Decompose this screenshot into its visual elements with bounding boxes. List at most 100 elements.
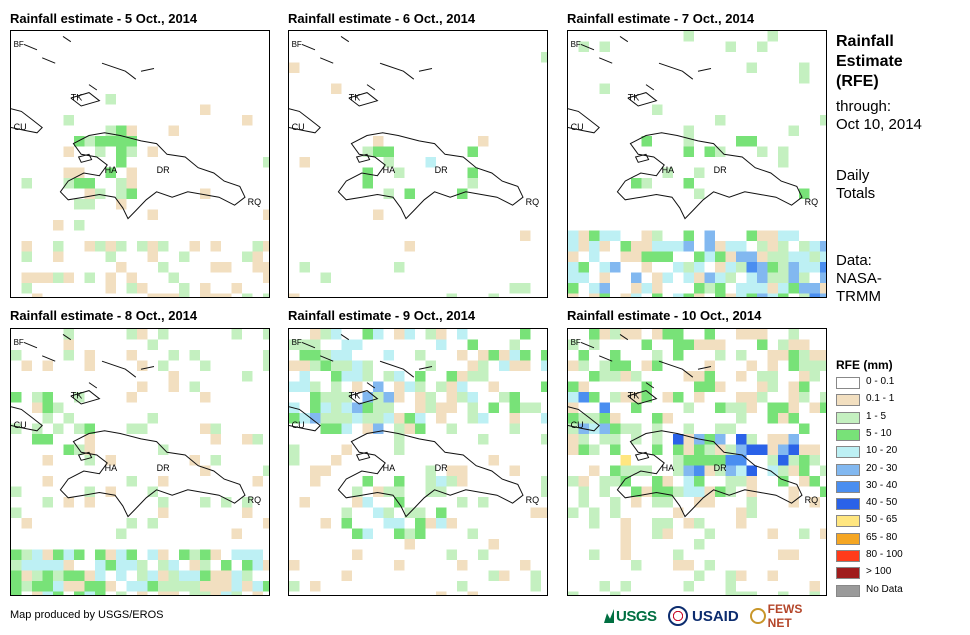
rainfall-cell: [746, 272, 757, 283]
rainfall-cell: [673, 241, 684, 252]
rainfall-cell: [84, 241, 95, 252]
rainfall-cell: [425, 465, 436, 476]
rainfall-cell: [84, 444, 95, 455]
rainfall-cell: [84, 350, 95, 361]
rainfall-cell: [788, 251, 799, 262]
legend-swatch: [836, 515, 860, 528]
rainfall-cell: [683, 402, 694, 413]
rainfall-cell: [105, 125, 116, 136]
rainfall-grid: BF CU TK HA DR RQ: [568, 329, 826, 595]
data-source-line: NASA-: [836, 270, 882, 287]
rainfall-cell: [352, 360, 363, 371]
rainfall-cell: [21, 178, 32, 189]
rainfall-cell: [105, 486, 116, 497]
rainfall-cell: [179, 293, 190, 297]
rainfall-cell: [589, 371, 600, 382]
hispaniola-coastline: [616, 430, 803, 518]
rainfall-cell: [373, 507, 384, 518]
rainfall-cell: [11, 392, 22, 403]
rainfall-cell: [746, 465, 757, 476]
rainfall-cell: [158, 560, 169, 571]
rainfall-cell: [631, 402, 642, 413]
hispaniola-coastline: [616, 132, 803, 220]
rainfall-cell: [457, 465, 468, 476]
rainfall-cell: [21, 518, 32, 529]
rainfall-cell: [331, 402, 342, 413]
rainfall-cell: [373, 486, 384, 497]
rainfall-cell: [589, 230, 600, 241]
rainfall-cell: [137, 581, 148, 592]
rainfall-cell: [415, 413, 426, 424]
rainfall-cell: [662, 476, 673, 487]
bahamas-island-outline: [140, 68, 155, 72]
rainfall-cell: [341, 339, 352, 350]
rainfall-cell: [541, 360, 547, 371]
rainfall-cell: [137, 329, 148, 340]
rainfall-cell: [725, 423, 736, 434]
rainfall-cell: [84, 272, 95, 283]
rainfall-cell: [147, 339, 158, 350]
rainfall-cell: [509, 413, 520, 424]
rainfall-cell: [683, 560, 694, 571]
rainfall-cell: [341, 444, 352, 455]
rainfall-cell: [394, 497, 405, 508]
rainfall-cell: [599, 402, 610, 413]
rainfall-cell: [126, 146, 137, 157]
rainfall-cell: [158, 507, 169, 518]
rainfall-cell: [725, 455, 736, 466]
legend-label: 30 - 40: [866, 479, 898, 491]
rainfall-cell: [383, 371, 394, 382]
rainfall-cell: [799, 423, 810, 434]
rainfall-cell: [673, 455, 684, 466]
rainfall-cell: [126, 272, 137, 283]
rainfall-cell: [126, 476, 137, 487]
rainfall-grid: BF CU TK HA DR RQ: [11, 329, 269, 595]
country-label-dr: DR: [157, 463, 170, 473]
rainfall-cell: [746, 62, 757, 73]
rainfall-cell: [683, 476, 694, 487]
legend-title: RFE (mm): [836, 358, 893, 372]
rainfall-cell: [683, 581, 694, 592]
rainfall-cell: [352, 497, 363, 508]
rainfall-cell: [715, 339, 726, 350]
rainfall-cell: [383, 146, 394, 157]
rainfall-cell: [252, 591, 263, 595]
country-label-tk: TK: [628, 391, 640, 401]
rainfall-cell: [652, 413, 663, 424]
rainfall-cell: [84, 188, 95, 199]
rainfall-cell: [778, 283, 789, 294]
side-title-line: Rainfall: [836, 33, 894, 50]
rainfall-cell: [126, 350, 137, 361]
rainfall-cell: [95, 560, 106, 571]
rainfall-cell: [252, 476, 263, 487]
credit-text: Map produced by USGS/EROS: [10, 609, 164, 621]
rainfall-cell: [436, 476, 447, 487]
rainfall-cell: [394, 486, 405, 497]
rainfall-cell: [694, 188, 705, 199]
rainfall-cell: [488, 350, 499, 361]
rainfall-cell: [820, 293, 826, 297]
rainfall-cell: [53, 570, 64, 581]
rainfall-cell: [263, 560, 269, 571]
rainfall-cell: [394, 476, 405, 487]
bahamas-island-outline: [580, 341, 595, 349]
rainfall-cell: [116, 528, 127, 539]
rainfall-cell: [715, 115, 726, 126]
rainfall-cell: [610, 465, 621, 476]
rainfall-cell: [578, 497, 589, 508]
cuba-coastline: [11, 406, 43, 432]
rainfall-cell: [42, 455, 53, 466]
rainfall-cell: [631, 329, 642, 340]
rainfall-cell: [126, 392, 137, 403]
bahamas-island-outline: [627, 390, 658, 405]
rainfall-cell: [694, 339, 705, 350]
rainfall-cell: [436, 381, 447, 392]
legend-swatch: [836, 584, 860, 597]
legend-swatch: [836, 428, 860, 441]
hispaniola-coastline: [337, 430, 524, 518]
rainfall-cell: [599, 329, 610, 340]
rainfall-cell: [352, 528, 363, 539]
cuba-coastline: [11, 108, 43, 134]
rainfall-cell: [799, 283, 810, 294]
rainfall-map-oct5: BF CU TK HA DR RQ: [10, 30, 270, 298]
